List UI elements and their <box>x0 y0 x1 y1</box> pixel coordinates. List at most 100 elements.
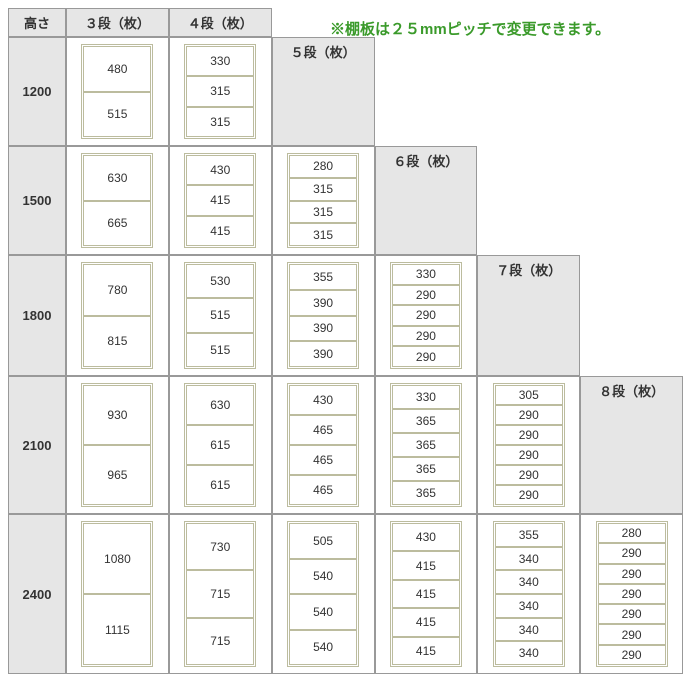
shelf-gap: 340 <box>496 571 562 595</box>
shelf-gap: 290 <box>599 585 665 605</box>
shelf-spec-grid: 高さ３段（枚）４段（枚）５段（枚）６段（枚）７段（枚）８段（枚）12004805… <box>8 8 683 674</box>
shelf-diagram: 930965 <box>81 383 153 507</box>
shelf-gap: 540 <box>290 560 356 596</box>
cell-2400-0: 10801115 <box>66 514 169 674</box>
shelf-diagram: 330290290290290 <box>390 262 462 369</box>
shelf-gap: 330 <box>393 265 459 286</box>
row-label-2100: 2100 <box>8 376 66 514</box>
shelf-gap: 965 <box>84 446 150 504</box>
shelf-gap: 315 <box>290 224 356 245</box>
shelf-gap: 290 <box>599 544 665 564</box>
shelf-gap: 290 <box>496 486 562 504</box>
shelf-diagram: 355390390390 <box>287 262 359 369</box>
shelf-gap: 290 <box>496 466 562 486</box>
shelf-gap: 290 <box>393 347 459 366</box>
shelf-diagram: 430465465465 <box>287 383 359 507</box>
shelf-gap: 415 <box>393 581 459 609</box>
shelf-gap: 1080 <box>84 524 150 595</box>
shelf-gap: 715 <box>187 619 253 664</box>
shelf-gap: 415 <box>393 552 459 580</box>
shelf-gap: 630 <box>187 386 253 426</box>
shelf-gap: 290 <box>599 625 665 645</box>
cell-1200-0: 480515 <box>66 37 169 146</box>
cell-1500-0: 630665 <box>66 146 169 255</box>
shelf-gap: 530 <box>187 265 253 299</box>
shelf-gap: 390 <box>290 291 356 317</box>
shelf-diagram: 355340340340340340 <box>493 521 565 667</box>
shelf-gap: 430 <box>187 156 253 186</box>
shelf-diagram: 505540540540 <box>287 521 359 667</box>
shelf-gap: 290 <box>393 306 459 327</box>
header-height: 高さ <box>8 8 66 37</box>
shelf-gap: 355 <box>290 265 356 291</box>
shelf-gap: 330 <box>187 47 253 77</box>
cell-2400-5: 280290290290290290290 <box>580 514 683 674</box>
cell-2400-2: 505540540540 <box>272 514 375 674</box>
shelf-diagram: 330315315 <box>184 44 256 139</box>
shelf-gap: 290 <box>599 565 665 585</box>
shelf-gap: 665 <box>84 202 150 246</box>
cell-2400-1: 730715715 <box>169 514 272 674</box>
cell-1500-1: 430415415 <box>169 146 272 255</box>
shelf-diagram: 330365365365365 <box>390 383 462 507</box>
shelf-gap: 815 <box>84 317 150 367</box>
cell-2100-3: 330365365365365 <box>375 376 478 514</box>
cell-2100-2: 430465465465 <box>272 376 375 514</box>
row-label-1500: 1500 <box>8 146 66 255</box>
shelf-diagram: 630615615 <box>184 383 256 507</box>
shelf-gap: 480 <box>84 47 150 93</box>
cell-2100-0: 930965 <box>66 376 169 514</box>
shelf-gap: 430 <box>290 386 356 416</box>
shelf-gap: 290 <box>496 446 562 466</box>
shelf-diagram: 305290290290290290 <box>493 383 565 507</box>
shelf-gap: 280 <box>599 524 665 544</box>
row-label-1200: 1200 <box>8 37 66 146</box>
shelf-gap: 390 <box>290 317 356 343</box>
header-col-0: ３段（枚） <box>66 8 169 37</box>
shelf-gap: 365 <box>393 434 459 458</box>
shelf-gap: 390 <box>290 342 356 366</box>
shelf-diagram: 780815 <box>81 262 153 369</box>
shelf-gap: 465 <box>290 416 356 446</box>
shelf-diagram: 530515515 <box>184 262 256 369</box>
cell-1200-1: 330315315 <box>169 37 272 146</box>
shelf-diagram: 430415415415415 <box>390 521 462 667</box>
header-col-4: ７段（枚） <box>477 255 580 376</box>
shelf-gap: 340 <box>496 595 562 619</box>
shelf-gap: 515 <box>84 93 150 137</box>
shelf-gap: 930 <box>84 386 150 446</box>
shelf-gap: 630 <box>84 156 150 202</box>
shelf-gap: 315 <box>290 202 356 225</box>
shelf-gap: 315 <box>187 108 253 136</box>
shelf-gap: 340 <box>496 642 562 664</box>
shelf-diagram: 280290290290290290290 <box>596 521 668 667</box>
shelf-gap: 780 <box>84 265 150 317</box>
shelf-gap: 730 <box>187 524 253 571</box>
shelf-gap: 615 <box>187 426 253 466</box>
shelf-gap: 290 <box>599 646 665 664</box>
shelf-gap: 615 <box>187 466 253 504</box>
shelf-gap: 355 <box>496 524 562 548</box>
shelf-diagram: 630665 <box>81 153 153 248</box>
header-col-1: ４段（枚） <box>169 8 272 37</box>
shelf-gap: 330 <box>393 386 459 410</box>
shelf-gap: 415 <box>187 217 253 245</box>
shelf-gap: 340 <box>496 548 562 572</box>
shelf-gap: 290 <box>393 286 459 307</box>
shelf-diagram: 10801115 <box>81 521 153 667</box>
row-label-1800: 1800 <box>8 255 66 376</box>
cell-2100-1: 630615615 <box>169 376 272 514</box>
header-col-5: ８段（枚） <box>580 376 683 514</box>
cell-1800-2: 355390390390 <box>272 255 375 376</box>
shelf-diagram: 480515 <box>81 44 153 139</box>
shelf-gap: 315 <box>290 179 356 202</box>
shelf-gap: 515 <box>187 334 253 366</box>
header-col-3: ６段（枚） <box>375 146 478 255</box>
shelf-gap: 365 <box>393 482 459 504</box>
shelf-gap: 540 <box>290 631 356 665</box>
shelf-gap: 465 <box>290 446 356 476</box>
shelf-gap: 280 <box>290 156 356 179</box>
shelf-gap: 430 <box>393 524 459 552</box>
shelf-gap: 515 <box>187 299 253 333</box>
shelf-gap: 465 <box>290 476 356 504</box>
